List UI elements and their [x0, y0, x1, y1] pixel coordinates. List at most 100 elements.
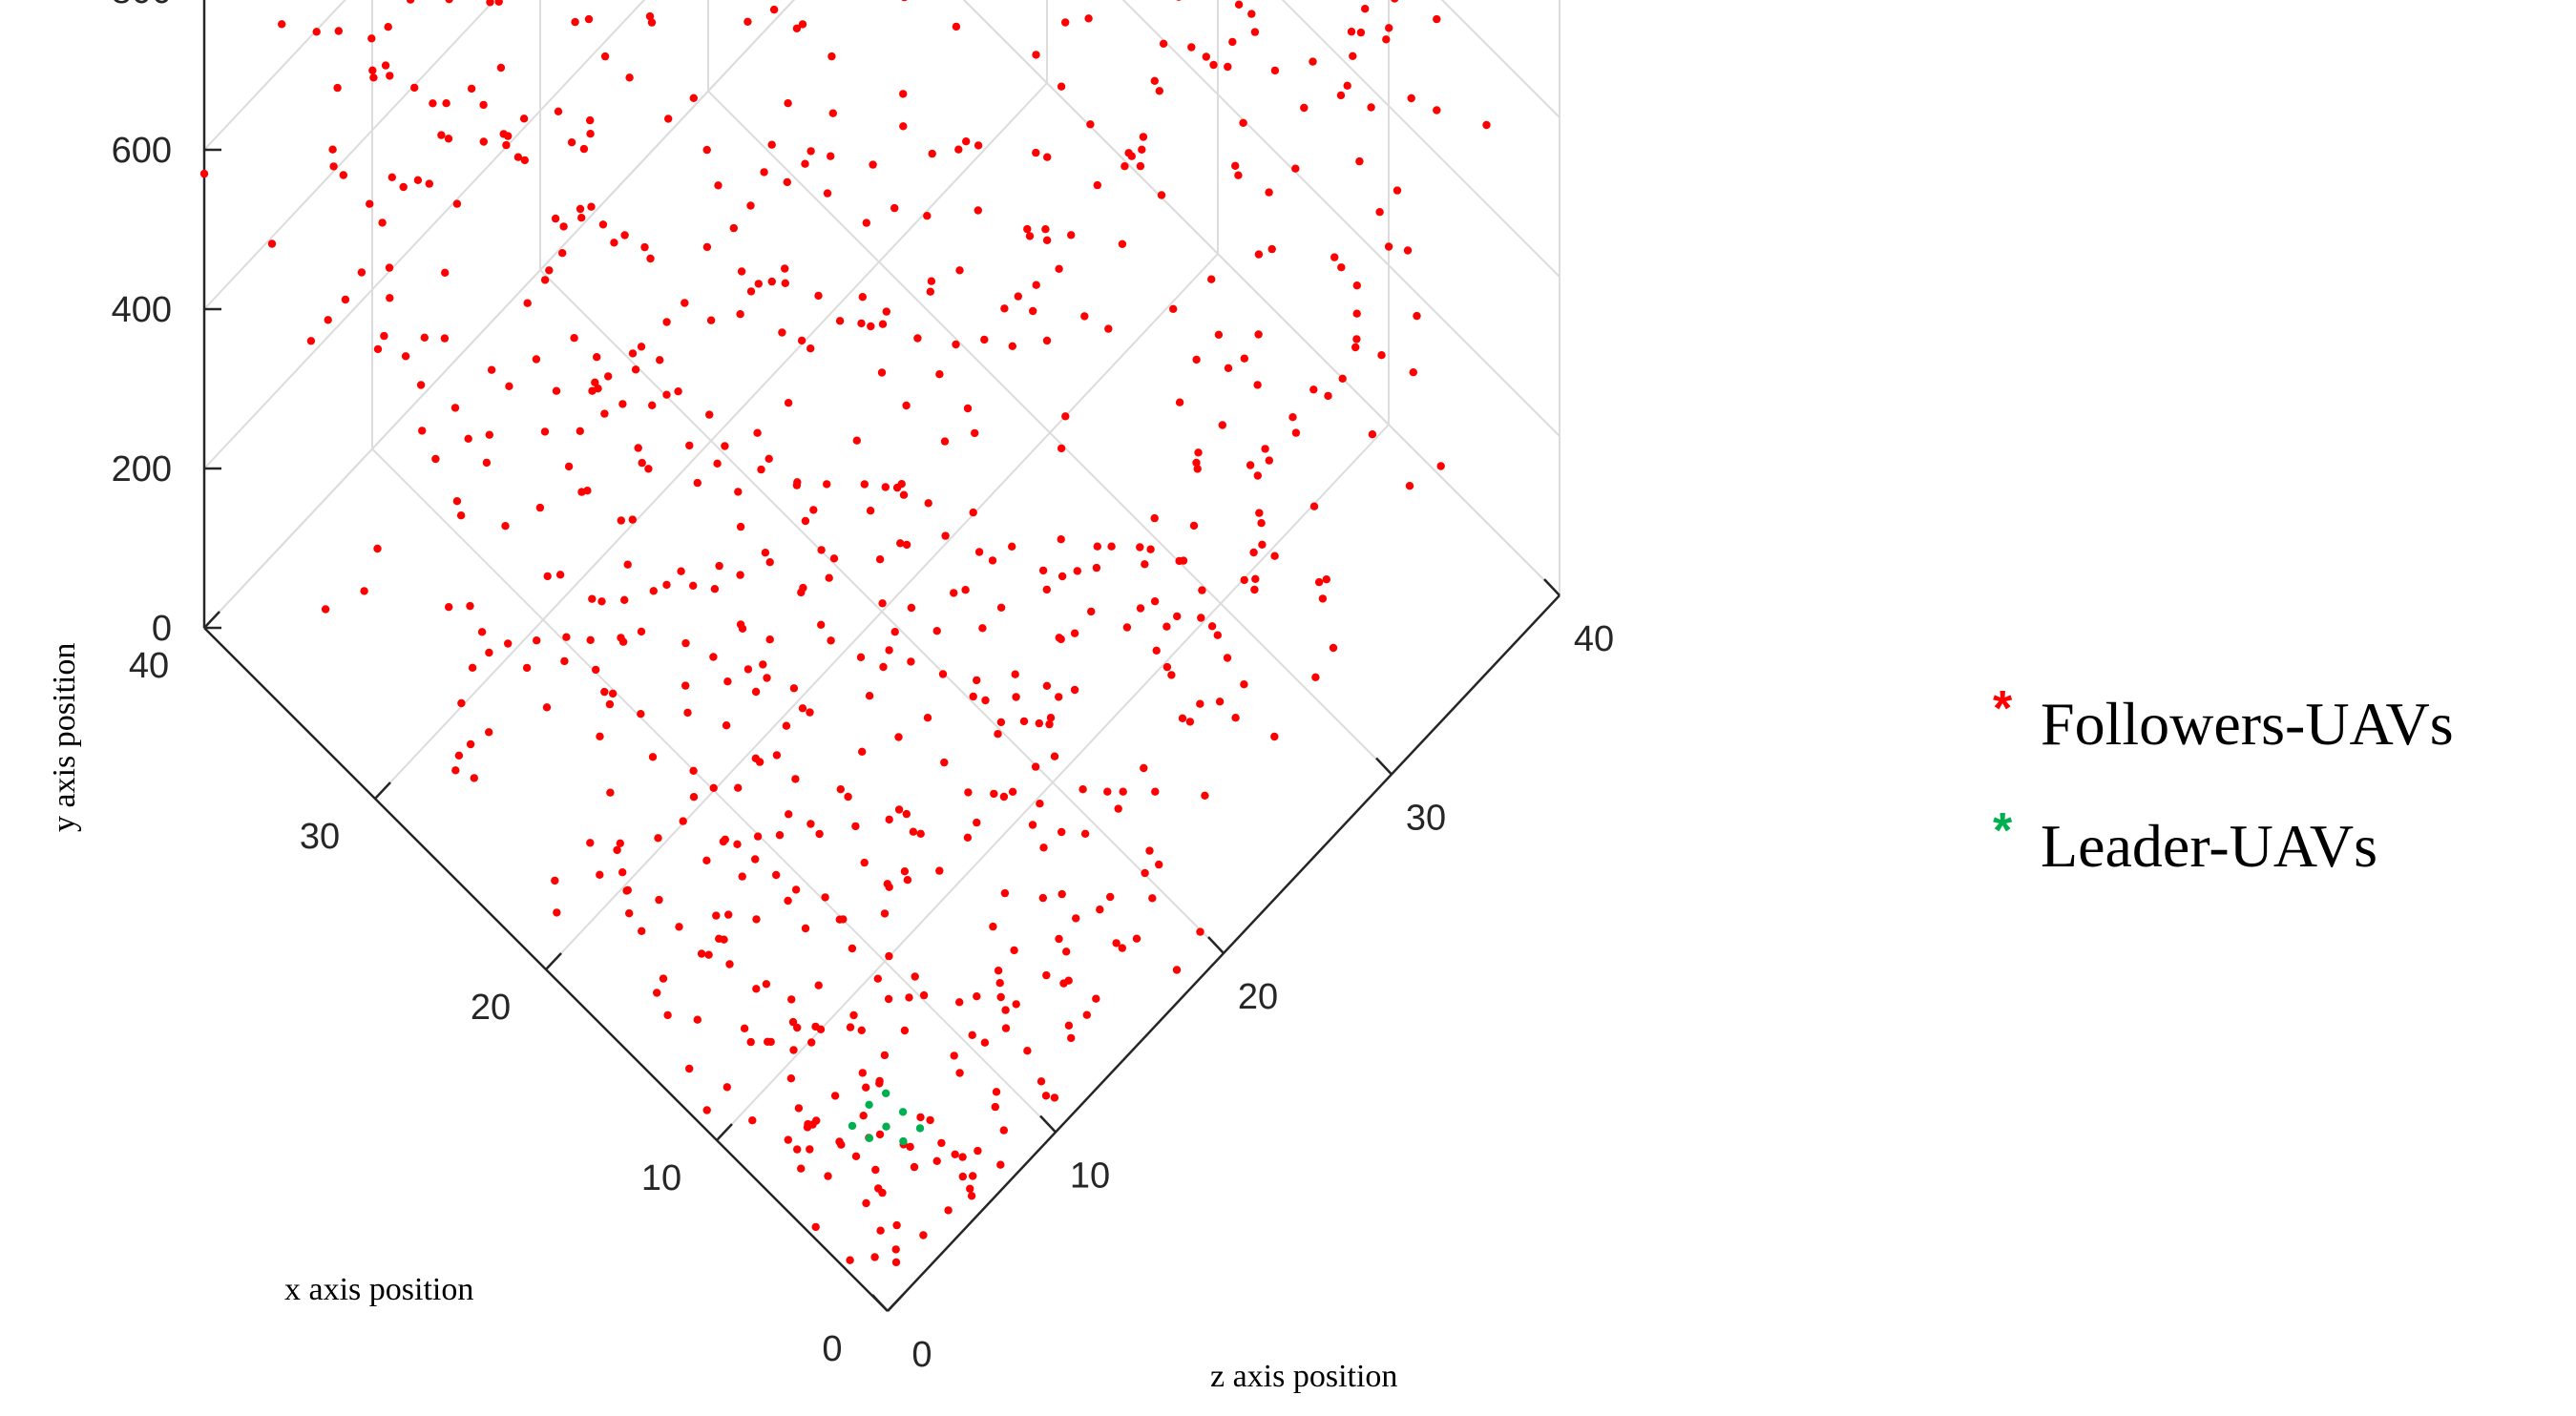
follower-point [1064, 976, 1073, 985]
follower-point [1119, 787, 1127, 796]
follower-point [885, 815, 893, 824]
follower-point [902, 401, 911, 410]
follower-point [1055, 934, 1063, 944]
follower-point [1249, 548, 1258, 557]
z-axis-title: z axis position [1210, 1359, 1397, 1394]
follower-point [1337, 263, 1346, 272]
follower-point [334, 27, 343, 35]
follower-point [1214, 330, 1224, 339]
follower-point [923, 714, 932, 722]
follower-point [999, 1126, 1009, 1135]
follower-point [1058, 827, 1066, 837]
follower-point [880, 1051, 890, 1060]
follower-point [1377, 351, 1386, 360]
follower-point [502, 140, 511, 150]
follower-point [1058, 889, 1066, 899]
follower-point [894, 733, 903, 741]
follower-point [1032, 148, 1040, 157]
follower-point [1367, 103, 1375, 112]
follower-point [967, 1192, 976, 1200]
follower-point [751, 855, 760, 864]
follower-point [387, 173, 396, 181]
follower-point [522, 663, 532, 673]
follower-point [1107, 542, 1116, 551]
follower-point [576, 204, 585, 214]
follower-point [685, 1064, 694, 1073]
follower-point [479, 137, 488, 146]
follower-point [807, 1038, 816, 1047]
follower-point [570, 334, 578, 343]
follower-point [1270, 552, 1279, 560]
follower-point [916, 1113, 925, 1122]
follower-point [924, 499, 932, 508]
follower-point [787, 995, 796, 1004]
follower-point [969, 508, 977, 517]
follower-point [555, 571, 565, 579]
follower-point [533, 636, 541, 645]
follower-point [858, 293, 867, 302]
follower-point [689, 793, 699, 802]
follower-point [1265, 456, 1274, 465]
wall-grid-line [1121, 0, 1560, 437]
x-axis-title: x axis position [284, 1272, 473, 1307]
follower-point [482, 458, 492, 468]
wall-grid-line [1281, 0, 1560, 278]
follower-point [1201, 791, 1209, 800]
follower-point [1288, 413, 1297, 422]
follower-point [784, 896, 792, 906]
follower-point [1079, 785, 1087, 794]
follower-point [974, 548, 984, 556]
follower-point [1309, 502, 1319, 510]
follower-point [1347, 28, 1356, 36]
follower-point [823, 480, 831, 489]
follower-point [675, 923, 683, 931]
follower-point [856, 653, 866, 661]
follower-point [452, 199, 462, 208]
follower-point [851, 822, 860, 831]
follower-point [1187, 43, 1196, 52]
follower-point [852, 436, 861, 445]
follower-point [964, 788, 973, 797]
follower-point [1011, 670, 1019, 678]
follower-point [442, 99, 450, 108]
follower-point [1038, 566, 1048, 575]
follower-point [763, 674, 771, 682]
leader-point [899, 1136, 908, 1146]
follower-point [754, 280, 763, 288]
follower-point [762, 980, 771, 989]
follower-point [899, 90, 908, 98]
follower-point [927, 277, 936, 285]
follower-point [401, 352, 410, 361]
follower-point [738, 872, 746, 881]
follower-point [1403, 246, 1413, 255]
follower-point [764, 1037, 772, 1047]
tick-labels: 010203040010203040020040060080010001200 [112, 0, 1615, 1375]
follower-point [857, 319, 866, 328]
follower-point [1192, 355, 1201, 364]
follower-point [1356, 28, 1366, 37]
follower-point [1150, 76, 1160, 86]
follower-point [617, 634, 625, 642]
z-tick-mark [1543, 578, 1560, 596]
follower-point [797, 588, 806, 597]
follower-point [715, 561, 723, 571]
follower-point [357, 268, 367, 277]
follower-point [935, 866, 944, 875]
follower-point [505, 382, 513, 390]
follower-point [769, 5, 779, 14]
follower-point [1093, 180, 1102, 190]
follower-point [1196, 927, 1204, 936]
follower-point [637, 343, 646, 351]
follower-point [785, 810, 793, 819]
follower-point [791, 885, 801, 894]
follower-point [399, 182, 408, 192]
follower-point [1070, 629, 1079, 637]
follower-point [558, 249, 567, 258]
follower-point [1031, 762, 1040, 771]
follower-point [1096, 906, 1104, 914]
follower-point [441, 268, 450, 277]
follower-point [860, 480, 869, 489]
follower-point [866, 507, 875, 515]
follower-point [719, 837, 728, 846]
